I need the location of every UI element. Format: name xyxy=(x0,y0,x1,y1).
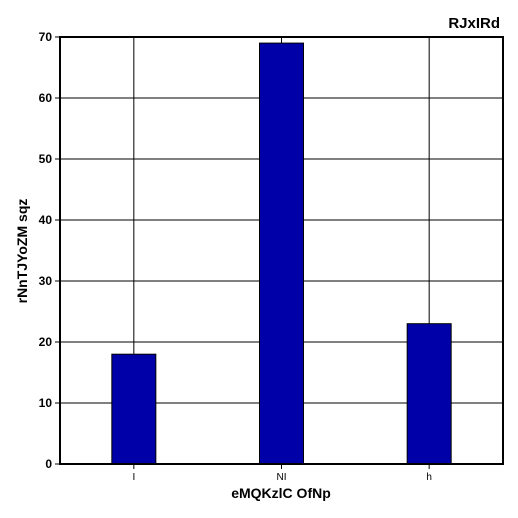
x-tick-label: I xyxy=(132,472,135,483)
y-tick-label: 30 xyxy=(39,274,53,288)
y-tick-label: 40 xyxy=(39,213,53,227)
x-tick-label: h xyxy=(426,472,432,483)
y-tick-label: 0 xyxy=(45,457,52,471)
x-axis-ticks: I NI h xyxy=(132,464,432,483)
bar-NI xyxy=(259,42,304,465)
y-tick-label: 10 xyxy=(39,396,53,410)
y-axis-ticks: 0 10 20 30 40 50 60 70 xyxy=(39,30,60,471)
x-axis-title: eMQKzlC OfNp xyxy=(231,485,331,501)
bar-I xyxy=(111,353,157,465)
y-tick-label: 60 xyxy=(39,91,53,105)
y-tick-label: 50 xyxy=(39,152,53,166)
chart-title: RJxIRd xyxy=(448,15,500,32)
bar-h xyxy=(406,323,452,465)
bars xyxy=(111,42,452,465)
y-tick-label: 70 xyxy=(39,30,53,44)
y-tick-label: 20 xyxy=(39,335,53,349)
x-tick-label: NI xyxy=(277,472,287,483)
y-axis-title: rNnTJYoZM sqz xyxy=(14,199,30,304)
